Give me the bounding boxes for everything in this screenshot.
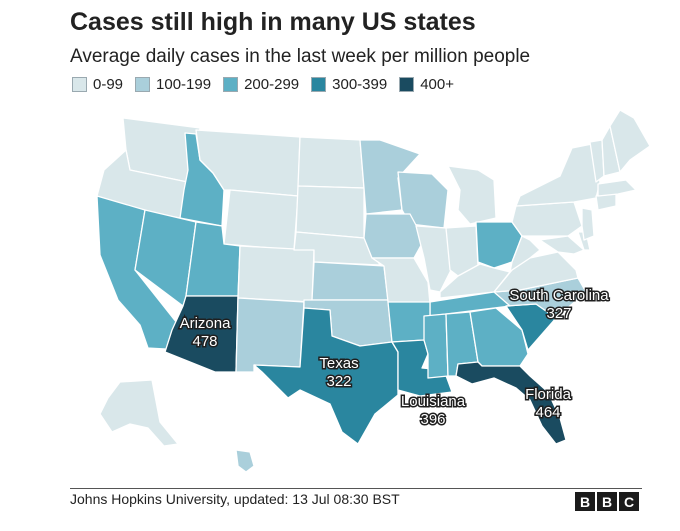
state-michigan	[447, 165, 497, 225]
state-massachusetts	[597, 179, 637, 197]
label-arizona-value: 478	[192, 333, 217, 350]
label-arizona-name: Arizona	[180, 315, 232, 332]
footer-divider	[70, 488, 642, 489]
logo-letter: B	[597, 492, 617, 511]
legend: 0-99 100-199 200-299 300-399 400+	[72, 76, 454, 93]
chart-subtitle: Average daily cases in the last week per…	[70, 46, 531, 67]
state-maryland	[539, 235, 585, 255]
label-florida-name: Florida	[525, 386, 572, 403]
legend-swatch	[399, 77, 415, 92]
bbc-logo: B B C	[575, 492, 639, 511]
logo-letter: B	[575, 492, 595, 511]
legend-swatch	[72, 77, 87, 92]
label-florida-value: 464	[535, 404, 560, 421]
state-mississippi	[423, 313, 449, 379]
state-wyoming	[223, 189, 299, 251]
label-louisiana-name: Louisiana	[401, 393, 466, 410]
state-new-jersey	[581, 207, 595, 241]
legend-swatch	[223, 77, 239, 92]
legend-label: 100-199	[156, 76, 212, 93]
chart-title: Cases still high in many US states	[70, 8, 476, 36]
state-hawaii	[235, 449, 255, 473]
state-colorado	[237, 245, 315, 303]
label-south-carolina-name: South Carolina	[509, 287, 609, 304]
state-maine	[609, 109, 651, 173]
legend-label: 0-99	[93, 76, 124, 93]
label-texas-name: Texas	[319, 355, 358, 372]
state-new-york	[515, 143, 601, 207]
legend-label: 300-399	[332, 76, 388, 93]
legend-item-0-99: 0-99	[72, 76, 123, 93]
logo-letter: C	[619, 492, 639, 511]
state-kansas	[311, 261, 389, 301]
legend-item-300-399: 300-399	[311, 76, 387, 93]
legend-label: 400+	[420, 76, 455, 93]
state-south-dakota	[295, 185, 365, 239]
state-kentucky	[439, 263, 511, 299]
label-texas-value: 322	[326, 373, 351, 390]
legend-item-400-plus: 400+	[399, 76, 454, 93]
legend-swatch	[311, 77, 327, 92]
source-note: Johns Hopkins University, updated: 13 Ju…	[70, 491, 400, 507]
state-new-mexico	[235, 297, 305, 373]
legend-swatch	[135, 77, 151, 92]
legend-label: 200-299	[244, 76, 300, 93]
state-north-dakota	[297, 136, 365, 189]
state-florida	[455, 361, 567, 445]
legend-item-200-299: 200-299	[223, 76, 299, 93]
state-west-virginia	[509, 235, 541, 273]
state-pennsylvania	[511, 201, 583, 237]
state-alaska	[99, 379, 179, 447]
label-south-carolina-value: 327	[546, 305, 571, 322]
label-louisiana-value: 396	[420, 411, 445, 428]
legend-item-100-199: 100-199	[135, 76, 211, 93]
state-texas	[253, 307, 399, 445]
